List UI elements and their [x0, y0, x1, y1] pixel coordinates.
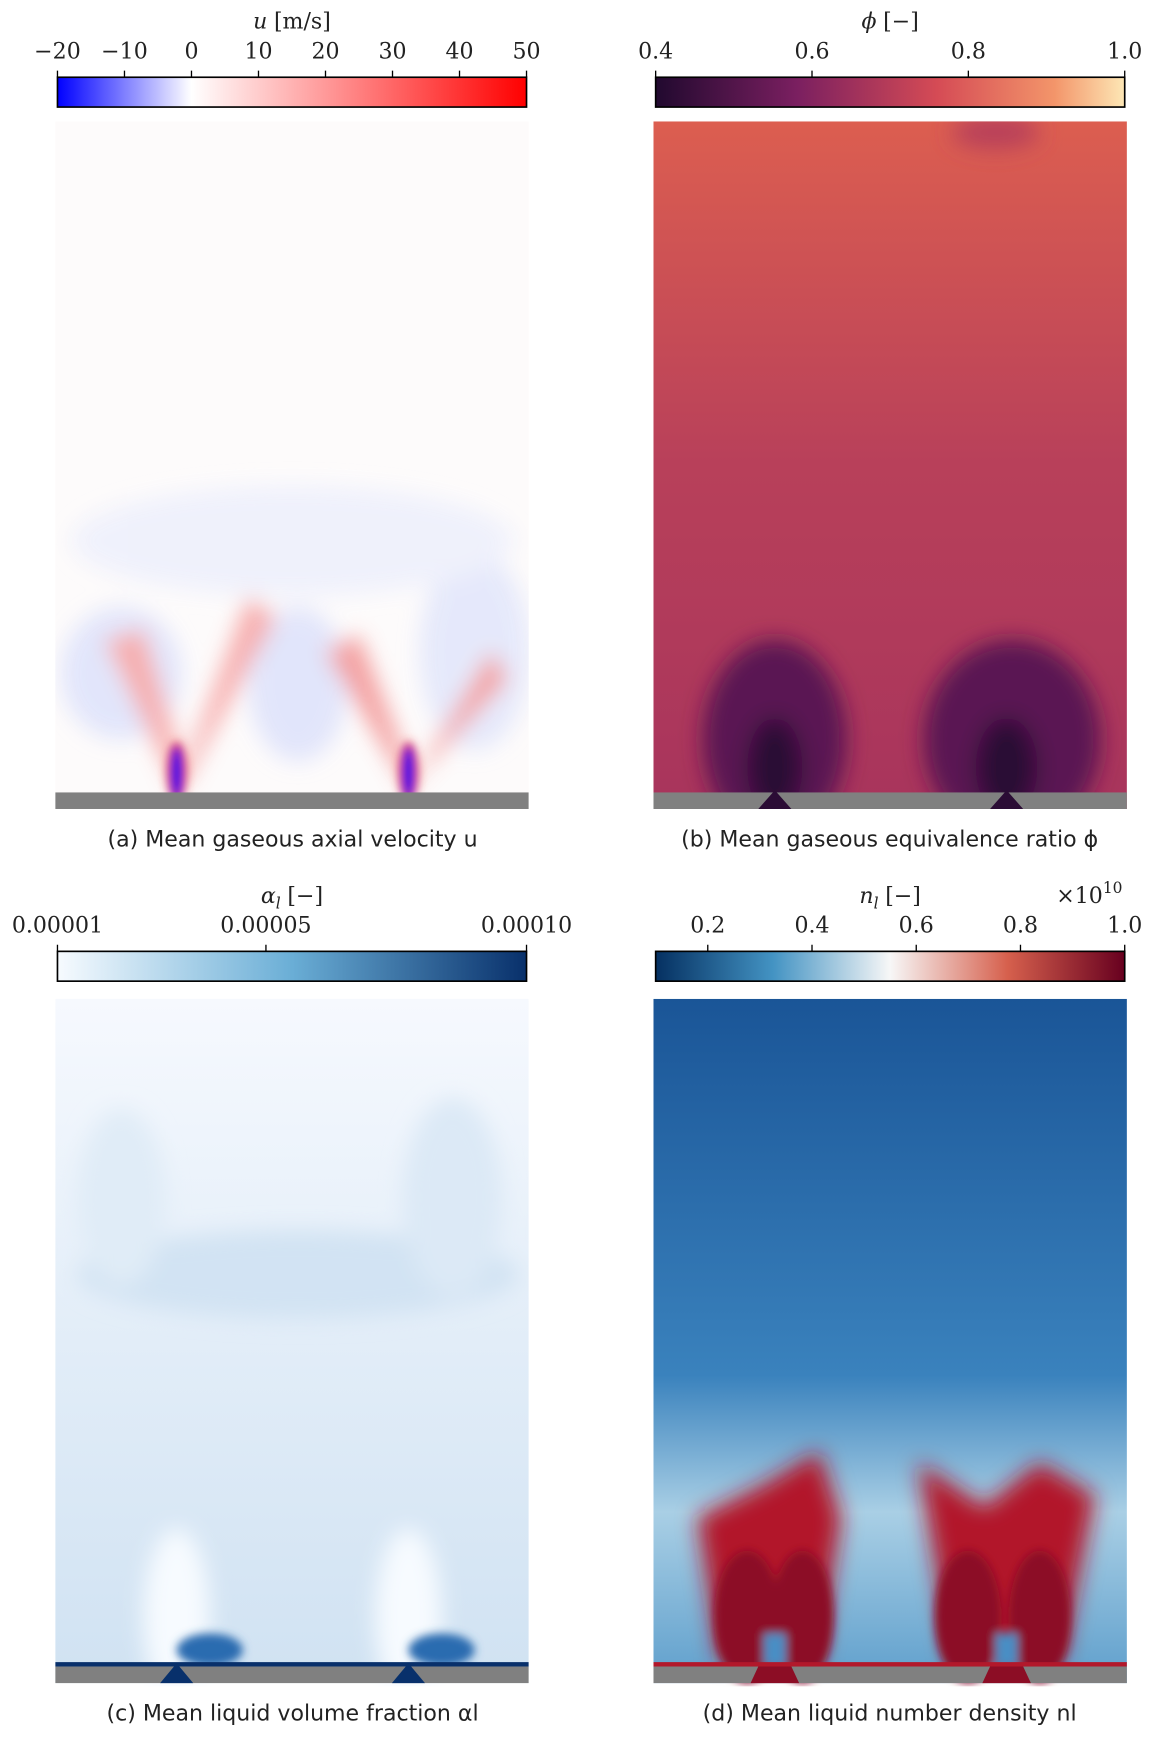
tick-label: 0.4 — [794, 914, 829, 939]
tick-label: 0.6 — [899, 914, 934, 939]
colorbar-label: ϕ [−] — [861, 10, 918, 35]
tick-label: 40 — [445, 39, 473, 64]
multiplier-exponent: 10 — [1103, 879, 1123, 897]
colorbar — [56, 76, 528, 108]
tick-label: 30 — [378, 39, 406, 64]
colorbar-label: αl [−] — [261, 884, 323, 913]
multiplier: ×1010 — [1056, 879, 1122, 909]
tick-label: 10 — [244, 39, 272, 64]
field-a — [55, 121, 529, 809]
colorbar — [654, 950, 1126, 982]
tick-label: 0.2 — [690, 914, 725, 939]
unit: [−] — [883, 10, 919, 35]
unit: [−] — [287, 884, 323, 909]
subscript: l — [874, 894, 879, 912]
caption: (b) Mean gaseous equivalence ratio ϕ — [681, 828, 1098, 853]
colorbar — [654, 76, 1126, 108]
symbol: n — [859, 884, 873, 909]
tick-label: 0.8 — [951, 39, 986, 64]
caption: (c) Mean liquid volume fraction αl — [107, 1702, 479, 1727]
tick-label: 0.00010 — [481, 914, 572, 939]
colorbar-label: nl [−] — [859, 884, 920, 913]
unit: [−] — [885, 884, 921, 909]
tick-label: 0 — [184, 39, 198, 64]
colorbar — [56, 950, 528, 982]
tick-label: −20 — [34, 39, 81, 64]
tick-label: 0.00001 — [12, 914, 103, 939]
symbol: ϕ — [861, 10, 876, 35]
tick-label: 1.0 — [1107, 39, 1142, 64]
unit: [m/s] — [274, 10, 331, 35]
tick-label: 0.4 — [638, 39, 673, 64]
caption: (a) Mean gaseous axial velocity u — [108, 828, 478, 853]
field-d — [653, 998, 1127, 1684]
tick-label: 0.8 — [1003, 914, 1038, 939]
tick-label: 20 — [311, 39, 339, 64]
symbol: α — [261, 884, 276, 909]
symbol: u — [253, 10, 267, 35]
subscript: l — [276, 894, 281, 912]
tick-label: 1.0 — [1107, 914, 1142, 939]
multiplier-base: ×10 — [1056, 884, 1103, 909]
field-b — [653, 121, 1127, 809]
tick-label: 0.6 — [794, 39, 829, 64]
tick-label: −10 — [101, 39, 148, 64]
caption: (d) Mean liquid number density nl — [703, 1702, 1077, 1727]
tick-label: 0.00005 — [220, 914, 311, 939]
tick-label: 50 — [512, 39, 540, 64]
field-c — [55, 998, 529, 1687]
colorbar-label: u [m/s] — [253, 10, 331, 35]
